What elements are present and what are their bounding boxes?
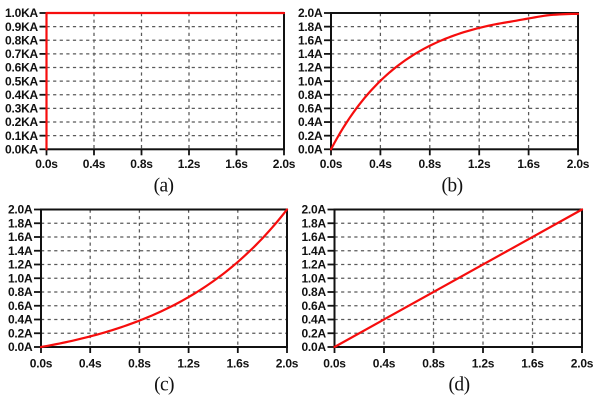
svg-text:2.0A: 2.0A (301, 203, 326, 217)
svg-text:1.2A: 1.2A (301, 258, 326, 272)
svg-text:1.2s: 1.2s (177, 356, 200, 370)
svg-text:2.0s: 2.0s (276, 356, 299, 370)
svg-text:0.4KA: 0.4KA (5, 88, 39, 102)
svg-text:0.0s: 0.0s (323, 356, 346, 370)
svg-text:0.4s: 0.4s (373, 356, 396, 370)
svg-text:1.2s: 1.2s (468, 157, 491, 171)
svg-text:0.8KA: 0.8KA (5, 33, 39, 47)
svg-text:2.0s: 2.0s (273, 157, 296, 171)
svg-text:1.8A: 1.8A (301, 216, 326, 230)
svg-text:0.8s: 0.8s (422, 356, 445, 370)
svg-text:0.8s: 0.8s (130, 157, 153, 171)
svg-text:(c): (c) (154, 374, 174, 395)
svg-text:0.0s: 0.0s (30, 356, 53, 370)
svg-text:0.6KA: 0.6KA (5, 61, 39, 75)
svg-text:1.6s: 1.6s (521, 356, 544, 370)
svg-text:0.2KA: 0.2KA (5, 115, 39, 129)
svg-text:1.0A: 1.0A (8, 271, 33, 285)
svg-text:1.6A: 1.6A (298, 33, 323, 47)
svg-text:0.0KA: 0.0KA (5, 143, 39, 157)
svg-text:0.4A: 0.4A (301, 313, 326, 327)
svg-text:0.8A: 0.8A (298, 88, 323, 102)
svg-text:0.2A: 0.2A (8, 326, 33, 340)
svg-text:0.2A: 0.2A (298, 129, 323, 143)
svg-text:1.0KA: 1.0KA (5, 6, 39, 20)
svg-text:0.1KA: 0.1KA (5, 129, 39, 143)
svg-text:1.2A: 1.2A (298, 61, 323, 75)
svg-text:0.5KA: 0.5KA (5, 74, 39, 88)
svg-text:1.2s: 1.2s (178, 157, 201, 171)
svg-text:1.0A: 1.0A (298, 74, 323, 88)
svg-text:2.0s: 2.0s (567, 157, 590, 171)
svg-text:0.7KA: 0.7KA (5, 47, 39, 61)
svg-text:0.4s: 0.4s (79, 356, 102, 370)
svg-text:0.8A: 0.8A (301, 285, 326, 299)
svg-text:0.9KA: 0.9KA (5, 20, 39, 34)
svg-text:1.6A: 1.6A (301, 230, 326, 244)
svg-text:1.8A: 1.8A (298, 20, 323, 34)
svg-text:0.6A: 0.6A (301, 299, 326, 313)
svg-text:0.4s: 0.4s (369, 157, 392, 171)
svg-text:0.8A: 0.8A (8, 285, 33, 299)
svg-text:1.8A: 1.8A (8, 216, 33, 230)
svg-text:0.6A: 0.6A (8, 299, 33, 313)
svg-text:0.0s: 0.0s (320, 157, 343, 171)
svg-text:1.4A: 1.4A (8, 244, 33, 258)
svg-text:0.2A: 0.2A (301, 326, 326, 340)
svg-text:1.6s: 1.6s (227, 356, 250, 370)
svg-text:1.4A: 1.4A (301, 244, 326, 258)
svg-text:1.6s: 1.6s (517, 157, 540, 171)
svg-text:0.3KA: 0.3KA (5, 102, 39, 116)
svg-text:2.0A: 2.0A (298, 6, 323, 20)
svg-text:1.0A: 1.0A (301, 271, 326, 285)
svg-text:0.8s: 0.8s (128, 356, 151, 370)
svg-text:1.2A: 1.2A (8, 258, 33, 272)
svg-text:1.4A: 1.4A (298, 47, 323, 61)
svg-text:0.8s: 0.8s (419, 157, 442, 171)
svg-text:(b): (b) (442, 176, 463, 197)
svg-text:0.0A: 0.0A (298, 143, 323, 157)
svg-text:0.0A: 0.0A (301, 340, 326, 354)
svg-text:1.2s: 1.2s (472, 356, 495, 370)
svg-text:(a): (a) (154, 176, 174, 197)
svg-text:0.4A: 0.4A (298, 115, 323, 129)
svg-text:0.0s: 0.0s (35, 157, 58, 171)
svg-text:0.4A: 0.4A (8, 313, 33, 327)
svg-text:0.4s: 0.4s (83, 157, 106, 171)
svg-text:0.6A: 0.6A (298, 102, 323, 116)
svg-text:1.6A: 1.6A (8, 230, 33, 244)
svg-text:(d): (d) (449, 374, 470, 395)
svg-text:0.0A: 0.0A (8, 340, 33, 354)
svg-text:2.0A: 2.0A (8, 203, 33, 217)
svg-text:1.6s: 1.6s (225, 157, 248, 171)
svg-text:2.0s: 2.0s (571, 356, 594, 370)
